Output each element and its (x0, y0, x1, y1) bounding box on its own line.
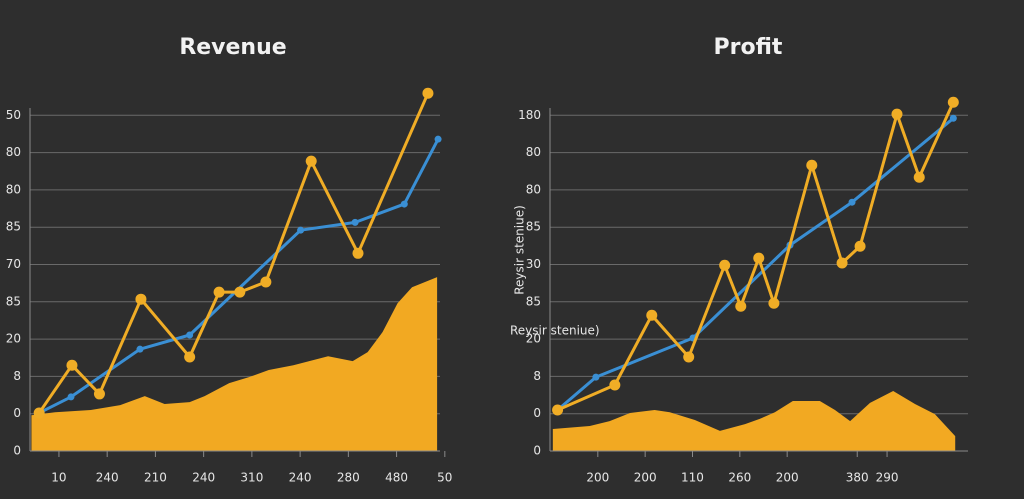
x-tick-label: 110 (681, 471, 704, 485)
area (31, 277, 438, 451)
y-tick-label: 0 (13, 444, 21, 458)
x-tick-label: 240 (289, 471, 312, 485)
point (854, 240, 866, 252)
point (947, 96, 959, 108)
x-tick-label: 260 (728, 471, 751, 485)
y-tick-label: 0 (13, 406, 21, 420)
line (38, 138, 440, 415)
point (234, 286, 246, 298)
point (434, 135, 442, 143)
point (66, 359, 78, 371)
point (848, 198, 856, 206)
y-tick-label: 180 (518, 108, 541, 122)
x-tick-label: 200 (634, 471, 657, 485)
point (609, 379, 621, 391)
x-tick-label: 200 (776, 471, 799, 485)
point (422, 87, 434, 99)
y-tick-label: 85 (6, 220, 21, 234)
x-tick-label: 10 (51, 471, 66, 485)
y-tick-label: 20 (526, 332, 541, 346)
x-tick-label: 290 (876, 471, 899, 485)
y-tick-label: 85 (526, 294, 541, 308)
x-tick-label: 210 (144, 471, 167, 485)
point (186, 331, 194, 339)
point (352, 247, 364, 259)
y-tick-label: 20 (6, 332, 21, 346)
point (552, 404, 564, 416)
point (592, 373, 600, 381)
y-tick-label: 0 (533, 406, 541, 420)
point (136, 345, 144, 353)
y-tick-label: 80 (526, 145, 541, 159)
point (836, 257, 848, 269)
y-tick-label: 80 (6, 145, 21, 159)
point (735, 300, 747, 312)
area (552, 390, 956, 451)
x-tick-label: 310 (240, 471, 263, 485)
annotation: Reysir steniue) (510, 324, 600, 338)
point (67, 393, 75, 401)
y-axis-label: Reysir steniue) (513, 205, 527, 295)
point (719, 259, 731, 271)
y-tick-label: 70 (6, 257, 21, 271)
point (683, 351, 695, 363)
y-tick-label: 85 (526, 220, 541, 234)
chart-title: Revenue (179, 35, 286, 60)
chart-title: Profit (714, 35, 783, 60)
point (33, 407, 45, 419)
y-tick-label: 0 (533, 444, 541, 458)
x-tick-label: 240 (96, 471, 119, 485)
x-tick-label: 200 (586, 471, 609, 485)
x-tick-label: 240 (192, 471, 215, 485)
point (135, 293, 147, 305)
x-tick-label: 280 (337, 471, 360, 485)
y-tick-label: 80 (526, 182, 541, 196)
point (806, 159, 818, 171)
y-tick-label: 80 (6, 182, 21, 196)
point (260, 276, 272, 288)
line (556, 117, 955, 412)
point (891, 108, 903, 120)
y-tick-label: 8 (533, 369, 541, 383)
point (753, 252, 765, 264)
point (768, 297, 780, 309)
point (213, 286, 225, 298)
y-tick-label: 50 (6, 108, 21, 122)
point (184, 351, 196, 363)
point (305, 155, 317, 167)
point (351, 218, 359, 226)
y-tick-label: 30 (526, 257, 541, 271)
y-tick-label: 85 (6, 294, 21, 308)
x-tick-label: 480 (385, 471, 408, 485)
point (93, 388, 105, 400)
line (556, 101, 955, 412)
point (646, 309, 658, 321)
x-tick-label: 50 (437, 471, 452, 485)
point (913, 171, 925, 183)
x-tick-label: 380 (846, 471, 869, 485)
point (400, 200, 408, 208)
point (949, 114, 957, 122)
y-tick-label: 8 (13, 369, 21, 383)
point (297, 226, 305, 234)
